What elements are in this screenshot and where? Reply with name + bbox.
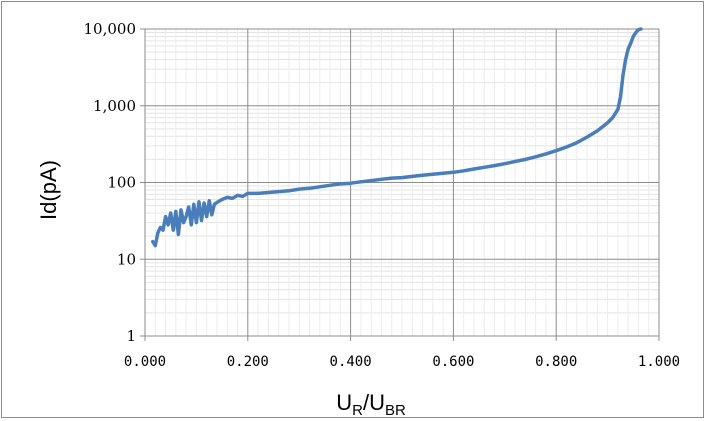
y-tick-label: 100 — [107, 174, 136, 192]
y-axis-label: Id(pA) — [36, 160, 61, 220]
y-tick-label: 10,000 — [84, 20, 137, 38]
x-tick-label: 0.600 — [432, 354, 474, 370]
y-tick-label: 10 — [117, 250, 136, 268]
x-label-sub-1: R — [352, 402, 363, 419]
axis-layer — [140, 28, 660, 341]
x-tick-label: 0.200 — [227, 354, 269, 370]
x-tick-label: 0.800 — [535, 354, 577, 370]
y-tick-label: 1,000 — [93, 97, 136, 115]
x-tick-label: 0.400 — [330, 354, 372, 370]
x-label-base-2: U — [369, 390, 385, 415]
grid-layer — [144, 28, 660, 337]
x-tick-label: 0.000 — [124, 354, 166, 370]
y-tick-label: 1 — [126, 327, 136, 345]
x-label-base-1: U — [336, 390, 352, 415]
tick-layer: 1 10 100 1,000 10,000 0.000 0.200 0.400 0.600 0.8… — [84, 20, 681, 370]
series-layer — [150, 27, 643, 248]
x-axis-label: UR/UBR — [336, 390, 406, 419]
x-label-slash: / — [363, 390, 370, 415]
x-tick-label: 1.000 — [638, 354, 680, 370]
series-line-id — [150, 27, 643, 248]
x-label-sub-2: BR — [385, 402, 406, 419]
